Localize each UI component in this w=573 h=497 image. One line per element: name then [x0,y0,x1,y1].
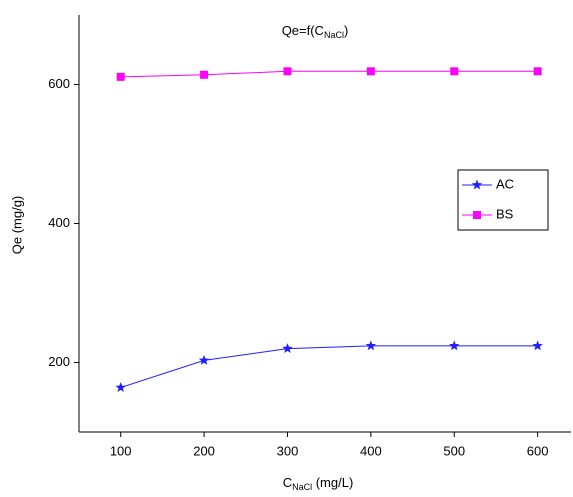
marker [366,67,375,76]
marker [473,211,481,219]
x-axis-label-part: C [283,475,292,490]
marker [533,67,542,76]
y-tick-label: 200 [48,354,70,369]
x-axis-label: CNaCl (mg/L) [283,475,354,492]
series-line [120,345,538,388]
legend-label: AC [496,176,514,191]
x-tick-label: 100 [110,443,132,458]
x-axis-label-part: (mg/L) [312,475,353,490]
marker [532,340,543,351]
legend-box [457,169,549,231]
x-tick-label: 500 [443,443,465,458]
x-tick-label: 600 [527,443,549,458]
chart-title-part: Qe=f(C [282,23,324,38]
marker [116,72,125,81]
marker [449,340,460,351]
chart-title: Qe=f(CNaCl) [282,23,349,40]
marker [200,70,209,79]
marker [450,67,459,76]
y-axis-label: Qe (mg/g) [9,196,24,255]
legend-label: BS [496,206,514,221]
x-tick-label: 400 [360,443,382,458]
marker [283,67,292,76]
x-axis-label-part: NaCl [292,482,312,492]
x-tick-label: 200 [193,443,215,458]
marker [365,340,377,351]
marker [198,354,210,365]
chart-title-part: ) [344,23,348,38]
series-line [120,70,538,78]
marker [282,343,293,354]
y-tick-label: 600 [48,76,70,91]
y-tick-label: 400 [48,215,70,230]
x-tick-label: 300 [277,443,299,458]
marker [471,179,483,190]
marker [115,382,126,392]
chart-title-part: NaCl [324,30,344,40]
